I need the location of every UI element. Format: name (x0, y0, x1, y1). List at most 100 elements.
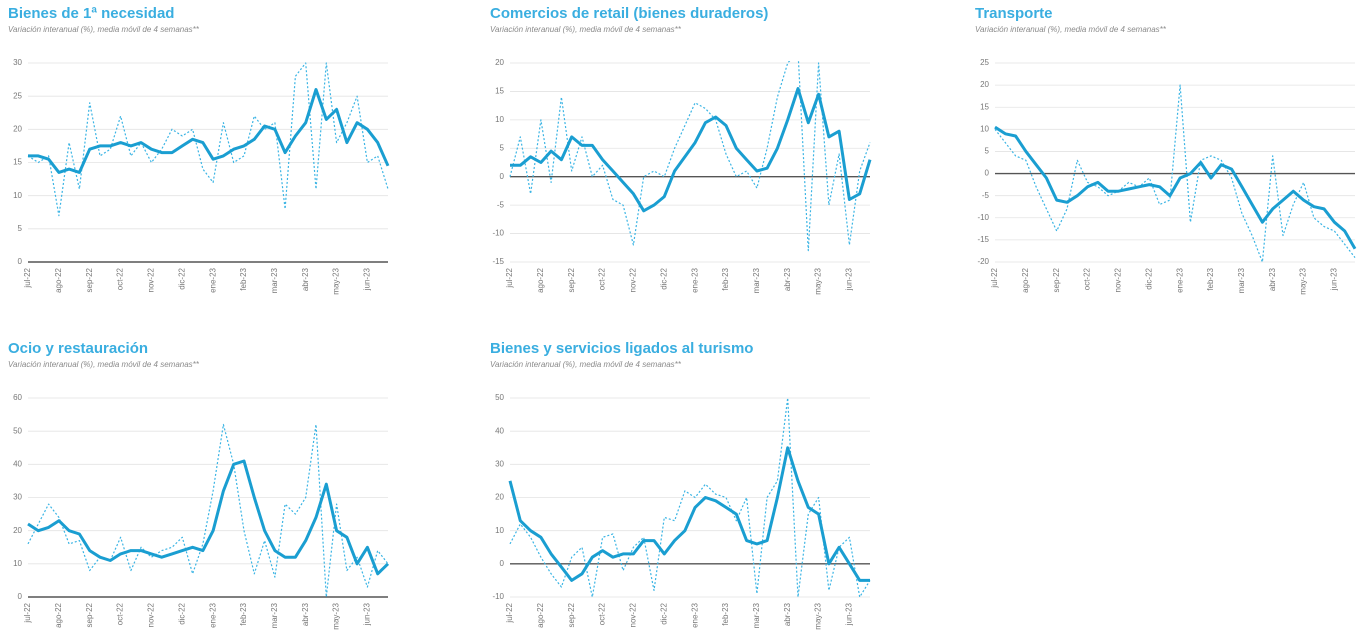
y-tick-label: 20 (495, 493, 504, 502)
solid-line (994, 125, 1357, 250)
y-tick-label: 20 (495, 58, 504, 67)
y-tick-label: 20 (13, 124, 22, 133)
dotted-line (27, 423, 389, 598)
y-tick-label: 5 (985, 147, 990, 156)
x-tick-label: abr-23 (301, 267, 310, 291)
x-tick-label: ago-22 (536, 602, 545, 627)
x-tick-label: jun-23 (363, 602, 372, 626)
x-tick-label: oct-22 (116, 267, 125, 290)
x-tick-label: may-23 (332, 267, 341, 294)
dotted-line (994, 84, 1356, 263)
x-tick-label: nov-22 (629, 602, 638, 627)
y-tick-label: -5 (497, 200, 505, 209)
x-tick-label: dic-22 (659, 602, 668, 624)
x-tick-label: sep-22 (85, 267, 94, 292)
y-tick-label: -10 (977, 213, 989, 222)
panel: Bienes y servicios ligados al turismo Var… (490, 340, 871, 630)
x-tick-label: abr-23 (301, 602, 310, 626)
chart-subtitle: Variación interanual (%), media móvil de… (8, 25, 200, 34)
x-tick-label: mar-23 (1237, 267, 1246, 293)
x-tick-label: nov-22 (147, 267, 156, 292)
y-tick-label: 0 (500, 559, 505, 568)
x-tick-label: ago-22 (54, 267, 63, 292)
x-tick-label: feb-23 (721, 602, 730, 625)
x-tick-label: mar-23 (270, 602, 279, 628)
y-tick-label: 20 (13, 526, 22, 535)
x-tick-label: dic-22 (177, 602, 186, 624)
x-tick-label: dic-22 (1144, 267, 1153, 289)
y-tick-label: -10 (492, 229, 504, 238)
x-tick-label: oct-22 (598, 602, 607, 625)
x-tick-label: jun-23 (363, 267, 372, 291)
y-tick-label: -5 (982, 191, 990, 200)
x-tick-label: feb-23 (721, 267, 730, 290)
chart-subtitle: Variación interanual (%), media móvil de… (490, 360, 682, 369)
x-tick-label: jul-22 (23, 267, 32, 288)
x-tick-label: abr-23 (783, 267, 792, 291)
chart-title: Bienes de 1ª necesidad (8, 5, 174, 22)
solid-line (510, 87, 872, 213)
x-tick-label: oct-22 (116, 602, 125, 625)
chart-subtitle: Variación interanual (%), media móvil de… (8, 360, 200, 369)
y-tick-label: 0 (500, 172, 505, 181)
y-tick-label: 60 (13, 393, 22, 402)
x-tick-label: mar-23 (752, 602, 761, 628)
x-tick-label: ene-23 (1175, 267, 1184, 292)
x-tick-label: oct-22 (1083, 267, 1092, 290)
y-tick-label: 30 (13, 58, 22, 67)
x-tick-label: ago-22 (536, 267, 545, 292)
dotted-line (27, 62, 389, 217)
y-tick-label: 15 (13, 158, 22, 167)
y-tick-label: 25 (13, 91, 22, 100)
x-tick-label: may-23 (814, 267, 823, 294)
x-tick-label: jul-22 (990, 267, 999, 288)
chart-title: Ocio y restauración (8, 340, 148, 357)
x-tick-label: mar-23 (752, 267, 761, 293)
y-tick-label: -15 (492, 257, 504, 266)
y-tick-label: 40 (13, 459, 22, 468)
panel: Bienes de 1ª necesidad Variación interanu… (8, 5, 390, 295)
y-tick-label: 15 (495, 87, 504, 96)
chart-title: Bienes y servicios ligados al turismo (490, 340, 753, 357)
x-tick-label: ene-23 (208, 267, 217, 292)
chart-subtitle: Variación interanual (%), media móvil de… (490, 25, 682, 34)
panel: Transporte Variación interanual (%), medi… (975, 5, 1357, 295)
dotted-line (509, 61, 871, 252)
x-tick-label: sep-22 (567, 267, 576, 292)
y-tick-label: 10 (13, 559, 22, 568)
solid-line (28, 88, 390, 174)
x-tick-label: feb-23 (239, 267, 248, 290)
x-tick-label: feb-23 (1206, 267, 1215, 290)
x-tick-label: jul-22 (505, 267, 514, 288)
x-tick-label: may-23 (1299, 267, 1308, 294)
x-tick-label: may-23 (814, 602, 823, 629)
y-tick-label: 15 (980, 102, 989, 111)
y-tick-label: 0 (18, 592, 23, 601)
x-tick-label: sep-22 (1052, 267, 1061, 292)
x-tick-label: sep-22 (85, 602, 94, 627)
y-tick-label: 10 (495, 115, 504, 124)
panel: Ocio y restauración Variación interanual … (8, 340, 390, 630)
x-tick-label: oct-22 (598, 267, 607, 290)
x-tick-label: ene-23 (208, 602, 217, 627)
x-tick-label: nov-22 (1114, 267, 1123, 292)
y-tick-label: 5 (500, 143, 505, 152)
y-tick-label: -15 (977, 235, 989, 244)
x-tick-label: ene-23 (690, 267, 699, 292)
y-tick-label: 10 (980, 124, 989, 133)
panel: Comercios de retail (bienes duraderos) Va… (490, 5, 872, 295)
y-tick-label: 40 (495, 426, 504, 435)
y-tick-label: 30 (13, 493, 22, 502)
dotted-line (509, 397, 871, 598)
y-tick-label: 5 (18, 224, 23, 233)
y-tick-label: 50 (13, 426, 22, 435)
chart-subtitle: Variación interanual (%), media móvil de… (975, 25, 1167, 34)
y-tick-label: -10 (492, 592, 504, 601)
x-tick-label: ago-22 (1021, 267, 1030, 292)
chart-title: Comercios de retail (bienes duraderos) (490, 5, 768, 22)
y-tick-label: 10 (13, 191, 22, 200)
solid-line (508, 446, 870, 582)
x-tick-label: may-23 (332, 602, 341, 629)
x-tick-label: mar-23 (270, 267, 279, 293)
